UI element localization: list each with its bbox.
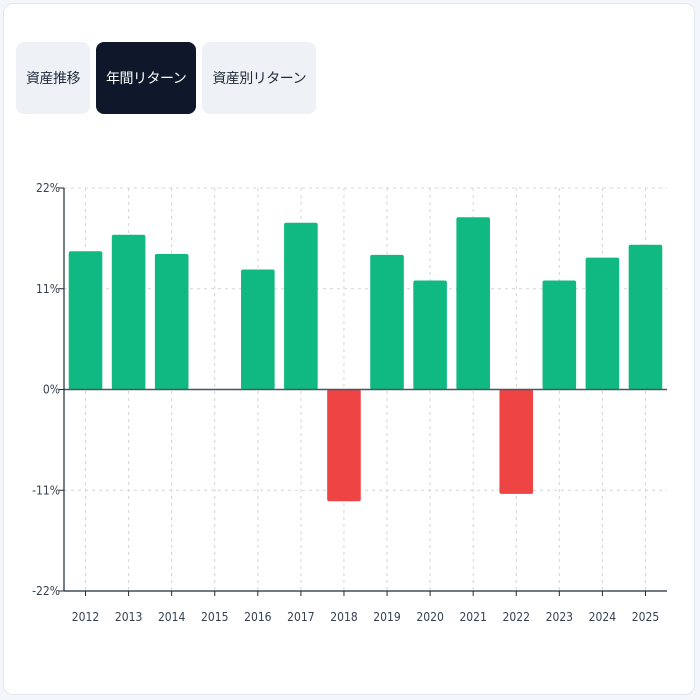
tab-asset-trend[interactable]: 資産推移 — [16, 42, 90, 114]
bar-2014[interactable] — [154, 253, 189, 390]
bars — [68, 217, 663, 502]
x-tick-label: 2015 — [201, 610, 228, 624]
bar-2023[interactable] — [542, 280, 577, 390]
axes — [59, 187, 667, 596]
x-tick-label: 2018 — [330, 610, 358, 624]
x-tick-labels: 2012 2013 2014 2015 2016 2017 2018 2019 2020 2021… — [72, 610, 659, 624]
x-tick-label: 2020 — [416, 610, 444, 624]
x-tick-label: 2014 — [158, 610, 186, 624]
y-tick-label: -22% — [32, 584, 60, 598]
x-tick-label: 2012 — [72, 610, 99, 624]
tab-return-by-asset[interactable]: 資産別リターン — [202, 42, 317, 114]
bar-2013[interactable] — [111, 234, 146, 390]
tab-annual-return[interactable]: 年間リターン — [96, 42, 197, 114]
bar-2019[interactable] — [370, 254, 404, 390]
bar-2024[interactable] — [585, 257, 620, 390]
x-tick-label: 2019 — [373, 610, 401, 624]
bar-2017[interactable] — [284, 222, 318, 390]
bar-2016[interactable] — [241, 269, 275, 390]
y-tick-label: 22% — [36, 181, 60, 195]
y-tick-label: 0% — [43, 383, 60, 397]
x-tick-label: 2016 — [244, 610, 272, 624]
bar-2020[interactable] — [413, 280, 447, 390]
x-tick-label: 2021 — [459, 610, 486, 624]
y-tick-label: 11% — [36, 282, 60, 296]
bar-2025[interactable] — [628, 244, 663, 390]
bar-2018[interactable] — [327, 389, 361, 502]
x-tick-label: 2017 — [287, 610, 314, 624]
y-tick-label: -11% — [32, 483, 60, 497]
y-tick-labels: 22% 11% 0% -11% -22% — [32, 181, 60, 598]
x-tick-label: 2025 — [632, 610, 659, 624]
bar-2012[interactable] — [68, 251, 103, 390]
x-tick-label: 2013 — [115, 610, 142, 624]
bar-2022[interactable] — [499, 389, 534, 494]
bar-2021[interactable] — [456, 217, 490, 390]
x-tick-label: 2022 — [503, 610, 530, 624]
x-tick-label: 2024 — [589, 610, 617, 624]
x-tick-label: 2023 — [546, 610, 573, 624]
view-tabs: 資産推移 年間リターン 資産別リターン — [16, 42, 317, 114]
